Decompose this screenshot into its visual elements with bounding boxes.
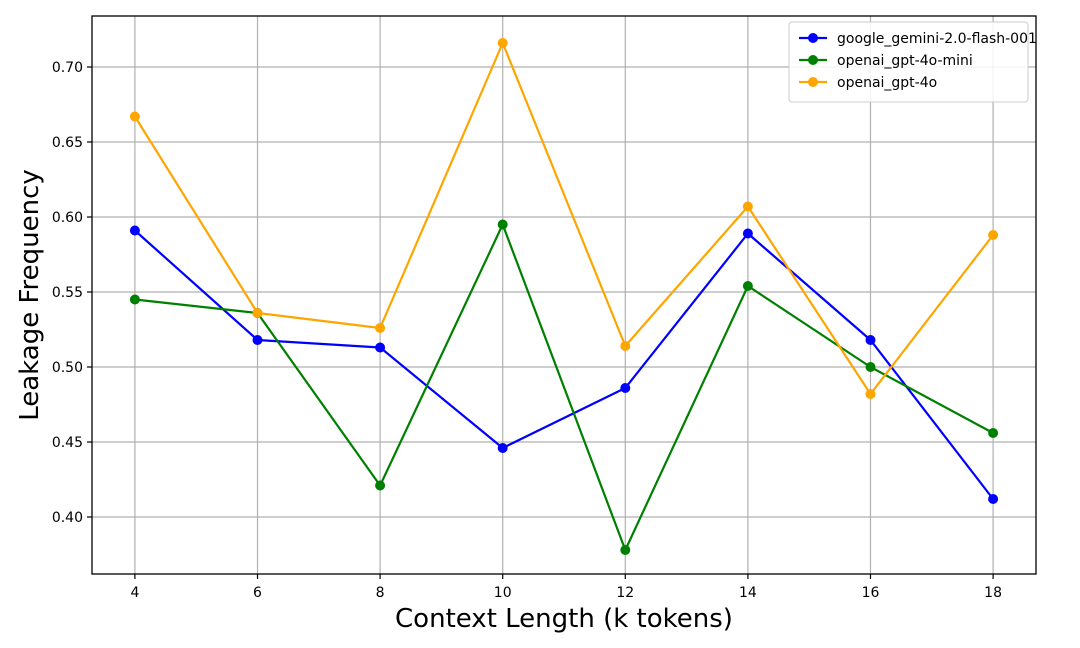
data-point <box>129 111 140 122</box>
series-3 <box>129 38 999 399</box>
legend-label: openai_gpt-4o-mini <box>837 53 973 69</box>
legend-item: openai_gpt-4o <box>799 75 937 91</box>
y-tick-label: 0.40 <box>52 510 83 526</box>
data-point <box>865 335 876 345</box>
data-point <box>129 225 140 236</box>
data-point <box>620 383 631 393</box>
series-line <box>133 41 994 396</box>
legend-label: openai_gpt-4o <box>837 75 937 91</box>
x-tick-label: 8 <box>376 585 385 601</box>
x-tick-label: 18 <box>984 585 1002 601</box>
data-point <box>620 545 631 555</box>
series-line <box>134 223 994 552</box>
data-point <box>497 38 508 48</box>
x-tick-label: 10 <box>494 585 512 601</box>
grid <box>92 16 1036 574</box>
y-tick-label: 0.55 <box>52 285 83 301</box>
legend-marker <box>808 33 818 43</box>
series-group <box>129 38 999 555</box>
legend: google_gemini-2.0-flash-001 openai_gpt-4o… <box>788 21 1037 103</box>
y-tick-label: 0.50 <box>52 360 83 376</box>
x-tick-label: 16 <box>862 585 880 601</box>
x-tick-label: 12 <box>616 585 634 601</box>
x-tick-label: 4 <box>130 585 139 601</box>
y-tick-label: 0.65 <box>52 135 83 151</box>
legend-label: google_gemini-2.0-flash-001 <box>837 31 1037 47</box>
ticks: 4 6 8 10 12 14 16 18 0.40 0.45 0.50 0.55 0.60 0.65 0.7… <box>52 60 1002 601</box>
data-point <box>865 389 876 399</box>
series-2 <box>129 219 999 555</box>
y-axis-title: Leakage Frequency <box>15 169 45 421</box>
x-axis-title: Context Length (k tokens) <box>395 604 733 634</box>
y-tick-label: 0.45 <box>52 435 83 451</box>
plot-frame <box>91 15 1037 575</box>
data-point <box>375 323 386 333</box>
y-tick-label: 0.70 <box>52 60 83 76</box>
y-tick-label: 0.60 <box>52 210 83 226</box>
data-point <box>497 443 508 453</box>
data-point <box>375 480 386 491</box>
x-tick-label: 6 <box>253 585 262 601</box>
legend-marker <box>808 55 818 65</box>
series-line <box>134 229 994 500</box>
legend-marker <box>808 77 818 87</box>
data-point <box>375 342 386 353</box>
data-point <box>988 428 999 438</box>
data-point <box>497 219 508 230</box>
data-point <box>988 230 999 240</box>
data-point <box>742 281 753 291</box>
data-point <box>129 294 140 305</box>
data-point <box>742 228 753 239</box>
data-point <box>252 308 263 318</box>
x-tick-label: 14 <box>739 585 757 601</box>
legend-item: openai_gpt-4o-mini <box>799 53 973 69</box>
data-point <box>252 335 263 345</box>
legend-item: google_gemini-2.0-flash-001 <box>799 31 1037 47</box>
data-point <box>865 362 876 372</box>
data-point <box>620 341 631 351</box>
legend-box <box>788 21 1029 103</box>
data-point <box>988 494 999 504</box>
data-point <box>742 201 753 212</box>
